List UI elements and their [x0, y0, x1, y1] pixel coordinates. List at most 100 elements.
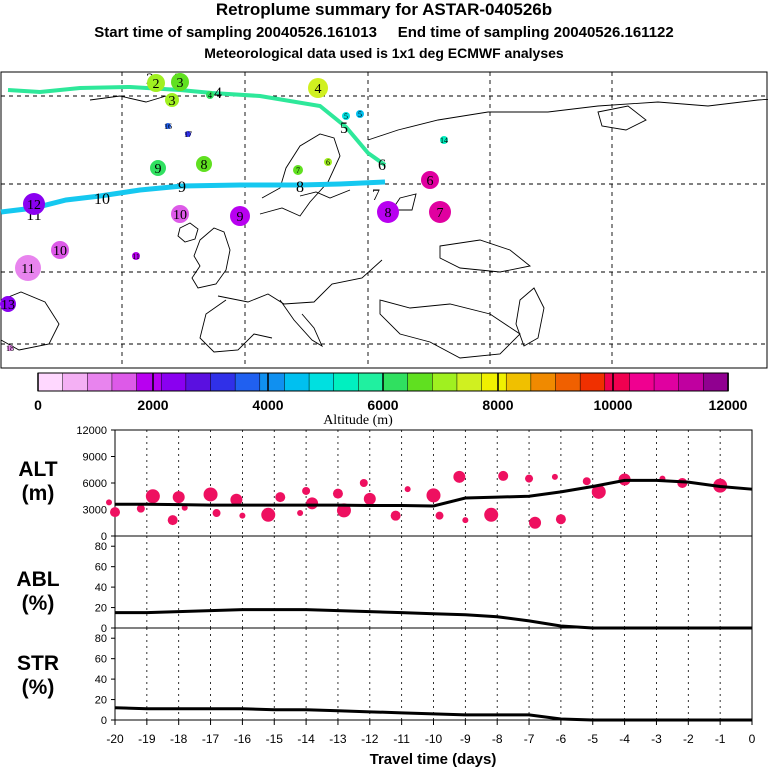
map-marker: 12 [23, 193, 45, 215]
map-marker: 3 [171, 73, 189, 91]
panel-ylabel: (%) [22, 676, 55, 699]
track-label: 8 [296, 179, 304, 196]
map-marker: 18 [6, 344, 14, 353]
y-tick-label: 80 [95, 541, 107, 553]
map-marker-dot [429, 201, 451, 223]
map-marker-dot [171, 73, 189, 91]
map-marker-dot [230, 206, 250, 226]
map-marker-dot [7, 345, 13, 351]
map-marker-dot [206, 91, 214, 99]
map-marker: 10 [51, 241, 69, 259]
map-marker-label: 13 [1, 298, 15, 313]
map-marker: 9 [150, 160, 166, 177]
map-marker: 6 [324, 158, 332, 167]
y-tick-label: 0 [101, 715, 107, 727]
y-tick-label: 6000 [83, 478, 107, 490]
map-marker: 4 [308, 78, 328, 98]
colorbar-tick-label: 0 [34, 397, 42, 413]
y-tick-label: 0 [101, 623, 107, 635]
colorbar-cell [703, 372, 729, 392]
scatter-point [498, 470, 509, 481]
map-marker-dot [308, 78, 328, 98]
map-marker-dot [51, 241, 69, 259]
meteorological-data-line: Meteorological data used is 1x1 deg ECMW… [204, 45, 564, 61]
colorbar-cell [678, 372, 705, 392]
x-tick-label: -12 [361, 732, 379, 746]
scatter-point [336, 503, 351, 518]
map-marker-dot [421, 171, 439, 189]
sampling-time-line: Start time of sampling 20040526.161013 E… [94, 24, 674, 41]
colorbar-cell [87, 372, 113, 392]
panel-alt: 0 3000 6000 9000 12000 ALT(m) [18, 425, 753, 543]
map-marker-dot [324, 158, 332, 166]
colorbar-cell [579, 372, 606, 392]
colorbar-cell [259, 372, 286, 392]
map-marker: 5 [356, 110, 364, 119]
map-marker-label: 11 [21, 262, 34, 277]
colorbar-cell [530, 372, 557, 392]
scatter-point [302, 486, 311, 495]
map-marker: 4 [206, 91, 214, 100]
map-marker-dot [185, 131, 191, 137]
chart-title: Retroplume summary for ASTAR-040526b [215, 0, 553, 19]
map-marker-label: 12 [27, 198, 41, 213]
x-tick-label: -3 [651, 732, 662, 746]
map-marker-label: 8 [385, 206, 392, 221]
colorbar-cell [308, 372, 335, 392]
map-marker: 11 [15, 255, 41, 281]
x-tick-label: -11 [393, 732, 410, 746]
colorbar-cell [555, 372, 581, 392]
map-marker-label: 4 [315, 82, 322, 97]
map-marker-label: 2 [153, 77, 160, 92]
colorbar-label: Altitude (m) [323, 413, 393, 428]
x-tick-label: -2 [683, 732, 694, 746]
scatter-point [363, 492, 376, 505]
colorbar-cell [382, 372, 409, 392]
x-tick-label: -18 [170, 732, 188, 746]
map-marker-label: 9 [155, 162, 162, 177]
map-marker-dot [150, 160, 166, 176]
colorbar-cell [629, 372, 655, 392]
scatter-point [426, 488, 441, 503]
panel-ylabel: (m) [22, 482, 55, 505]
map-marker: 8 [377, 201, 399, 223]
colorbar-cell [185, 372, 212, 392]
map-marker: 5 [342, 112, 350, 121]
y-tick-label: 9000 [83, 452, 107, 464]
trajectory-map: 234456121110987 233445567891011121314161… [0, 71, 768, 369]
colorbar-ticks: 0 2000 4000 6000 8000 10000 12000 [34, 373, 748, 413]
track-label: 10 [94, 191, 110, 208]
map-marker-label: 17 [184, 130, 192, 139]
colorbar-cell [160, 372, 187, 392]
map-marker-dot [293, 165, 303, 175]
map-marker-dot [377, 201, 399, 223]
x-tick-label: -16 [234, 732, 252, 746]
colorbar-cell [505, 372, 532, 392]
series-line [115, 478, 753, 508]
map-marker-label: 7 [296, 166, 300, 175]
map-marker-label: 16 [164, 122, 172, 131]
scatter-point [239, 512, 246, 519]
scatter-point [136, 504, 145, 513]
scatter-point [390, 510, 401, 521]
track-label: 5 [340, 120, 348, 137]
y-tick-label: 80 [95, 633, 107, 645]
track-label: 9 [178, 179, 186, 196]
scatter-point [525, 474, 534, 483]
scatter-point [110, 507, 120, 518]
panel-ylabel: ABL [16, 568, 59, 591]
map-marker-label: 3 [177, 76, 184, 91]
map-marker-label: 4 [208, 91, 212, 100]
map-marker: 16 [164, 122, 172, 131]
map-marker: 13 [0, 296, 16, 313]
panel-abl: 0 20 40 60 80 ABL(%) [16, 535, 753, 635]
scatter-point [582, 477, 591, 486]
map-marker-label: 7 [437, 206, 444, 221]
map-marker-label: 6 [427, 174, 434, 189]
map-marker-dot [165, 93, 179, 107]
scatter-point [172, 491, 185, 504]
scatter-point [297, 510, 304, 517]
scatter-point [106, 499, 112, 506]
colorbar-cell [284, 372, 310, 392]
